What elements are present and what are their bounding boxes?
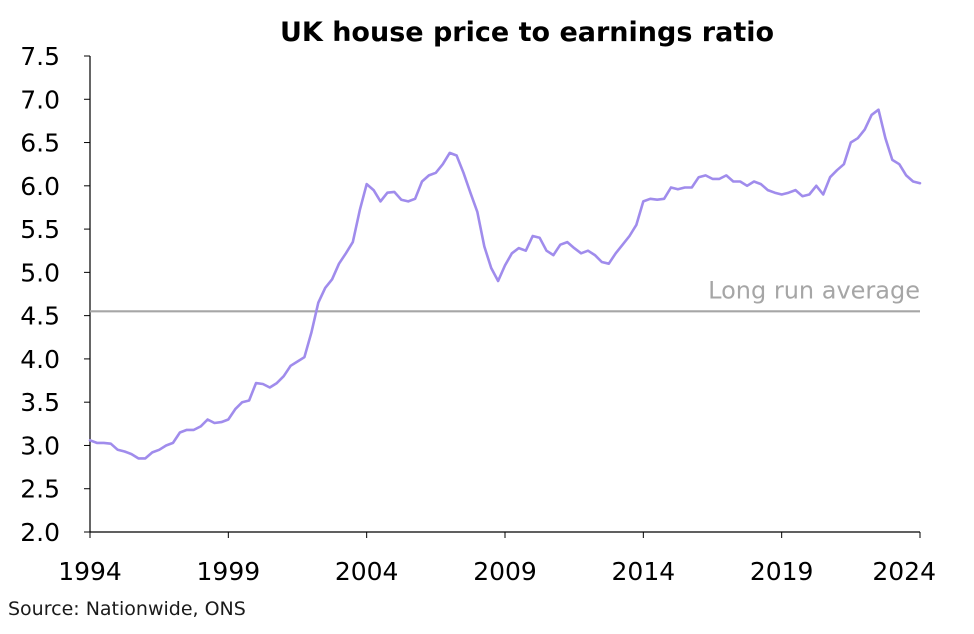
x-tick-label: 1999 [197,557,261,586]
x-tick-label: 2024 [872,557,936,586]
y-tick-label: 3.5 [20,388,60,417]
y-tick-label: 4.5 [20,302,60,331]
x-tick-label: 1994 [58,557,122,586]
chart-title: UK house price to earnings ratio [280,17,774,48]
x-tick-label: 2019 [750,557,814,586]
x-tick-label: 2004 [335,557,399,586]
x-tick-label: 2009 [473,557,537,586]
y-tick-label: 7.5 [20,42,60,71]
y-tick-label: 5.0 [20,258,60,287]
long-run-average: Long run average [90,276,920,313]
y-tick-label: 3.0 [20,431,60,460]
x-axis: 1994 1999 2004 2009 2014 2019 2024 [58,531,936,586]
y-tick-label: 2.5 [20,475,60,504]
y-tick-label: 6.0 [20,172,60,201]
y-tick-label: 4.0 [20,345,60,374]
y-tick-label: 5.5 [20,215,60,244]
x-tick-label: 2014 [612,557,676,586]
average-label: Long run average [708,276,920,304]
y-tick-label: 7.0 [20,85,60,114]
source-note: Source: Nationwide, ONS [8,598,246,620]
y-tick-label: 2.0 [20,518,60,547]
series-layer [88,108,922,460]
y-tick-label: 6.5 [20,129,60,158]
ratio-series-line [88,108,922,460]
y-axis: 2.0 2.5 3.0 3.5 4.0 4.5 5.0 5.5 6.0 6.5 7.0 7.5 [20,42,91,547]
